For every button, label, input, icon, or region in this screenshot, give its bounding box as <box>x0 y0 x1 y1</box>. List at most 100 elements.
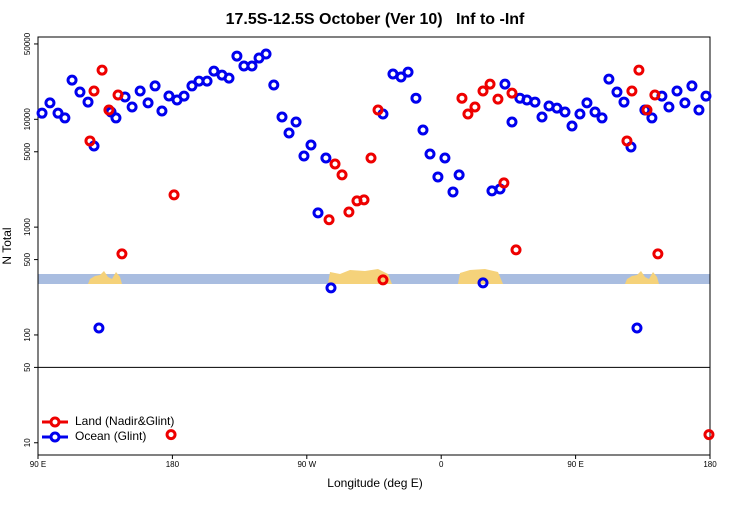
point <box>320 152 332 164</box>
point <box>477 277 489 289</box>
x-tick-label: 90 E <box>567 460 583 469</box>
y-tick-label: 50000 <box>23 32 32 55</box>
point <box>649 89 661 101</box>
point <box>506 116 518 128</box>
point <box>343 206 355 218</box>
land-strip <box>38 269 710 284</box>
point <box>84 135 96 147</box>
point <box>424 148 436 160</box>
point <box>477 85 489 97</box>
y-tick-label: 50 <box>23 362 32 371</box>
point <box>163 90 175 102</box>
y-tick-label: 5000 <box>23 142 32 160</box>
point <box>626 85 638 97</box>
point <box>456 92 468 104</box>
point <box>652 248 664 260</box>
point <box>142 97 154 109</box>
point <box>432 171 444 183</box>
point <box>168 189 180 201</box>
point <box>410 92 422 104</box>
point <box>377 274 389 286</box>
point <box>165 429 177 441</box>
point <box>566 120 578 132</box>
point <box>268 79 280 91</box>
point <box>290 116 302 128</box>
point <box>323 214 335 226</box>
point <box>66 74 78 86</box>
point <box>417 124 429 136</box>
point <box>276 111 288 123</box>
point <box>589 106 601 118</box>
y-axis-label: N Total <box>0 227 14 264</box>
y-tick-label: 1000 <box>23 218 32 236</box>
point <box>96 64 108 76</box>
y-tick-label: 100 <box>23 328 32 342</box>
y-tick-label: 500 <box>23 252 32 266</box>
point <box>52 107 64 119</box>
point <box>312 207 324 219</box>
point <box>574 108 586 120</box>
point <box>611 86 623 98</box>
x-tick-label: 180 <box>166 460 180 469</box>
point <box>103 104 115 116</box>
point <box>686 80 698 92</box>
point <box>223 72 235 84</box>
point <box>506 87 518 99</box>
point <box>208 65 220 77</box>
x-tick-label: 180 <box>703 460 717 469</box>
point <box>700 90 712 102</box>
point <box>693 104 705 116</box>
legend-label: Land (Nadir&Glint) <box>75 414 174 428</box>
point <box>93 322 105 334</box>
point <box>453 169 465 181</box>
point <box>484 78 496 90</box>
legend-marker <box>49 431 61 443</box>
point <box>358 194 370 206</box>
point <box>329 158 341 170</box>
point <box>305 139 317 151</box>
point <box>156 105 168 117</box>
point <box>499 78 511 90</box>
point <box>336 169 348 181</box>
point <box>559 106 571 118</box>
y-tick-label: 10 <box>23 438 32 447</box>
point <box>447 186 459 198</box>
point <box>439 152 451 164</box>
point <box>59 112 71 124</box>
point <box>298 150 310 162</box>
legend-label: Ocean (Glint) <box>75 429 146 443</box>
land-shape <box>458 269 503 284</box>
point <box>671 85 683 97</box>
point <box>372 104 384 116</box>
point <box>462 108 474 120</box>
point <box>36 107 48 119</box>
point <box>631 322 643 334</box>
point <box>402 66 414 78</box>
land-shape <box>328 269 392 284</box>
chart-title: 17.5S-12.5S October (Ver 10) Inf to -Inf <box>226 11 525 28</box>
point <box>646 112 658 124</box>
x-tick-label: 90 W <box>297 460 316 469</box>
point <box>110 112 122 124</box>
point <box>603 73 615 85</box>
point <box>596 112 608 124</box>
point <box>178 90 190 102</box>
point <box>703 429 715 441</box>
point <box>510 244 522 256</box>
point <box>536 111 548 123</box>
point <box>260 48 272 60</box>
point <box>112 89 124 101</box>
point <box>231 50 243 62</box>
point <box>529 96 541 108</box>
point <box>246 60 258 72</box>
point <box>88 85 100 97</box>
point <box>186 80 198 92</box>
point <box>618 96 630 108</box>
point <box>126 101 138 113</box>
x-axis-label: Longitude (deg E) <box>327 476 422 490</box>
point <box>641 104 653 116</box>
point <box>325 282 337 294</box>
point <box>633 64 645 76</box>
point <box>283 127 295 139</box>
point <box>395 71 407 83</box>
